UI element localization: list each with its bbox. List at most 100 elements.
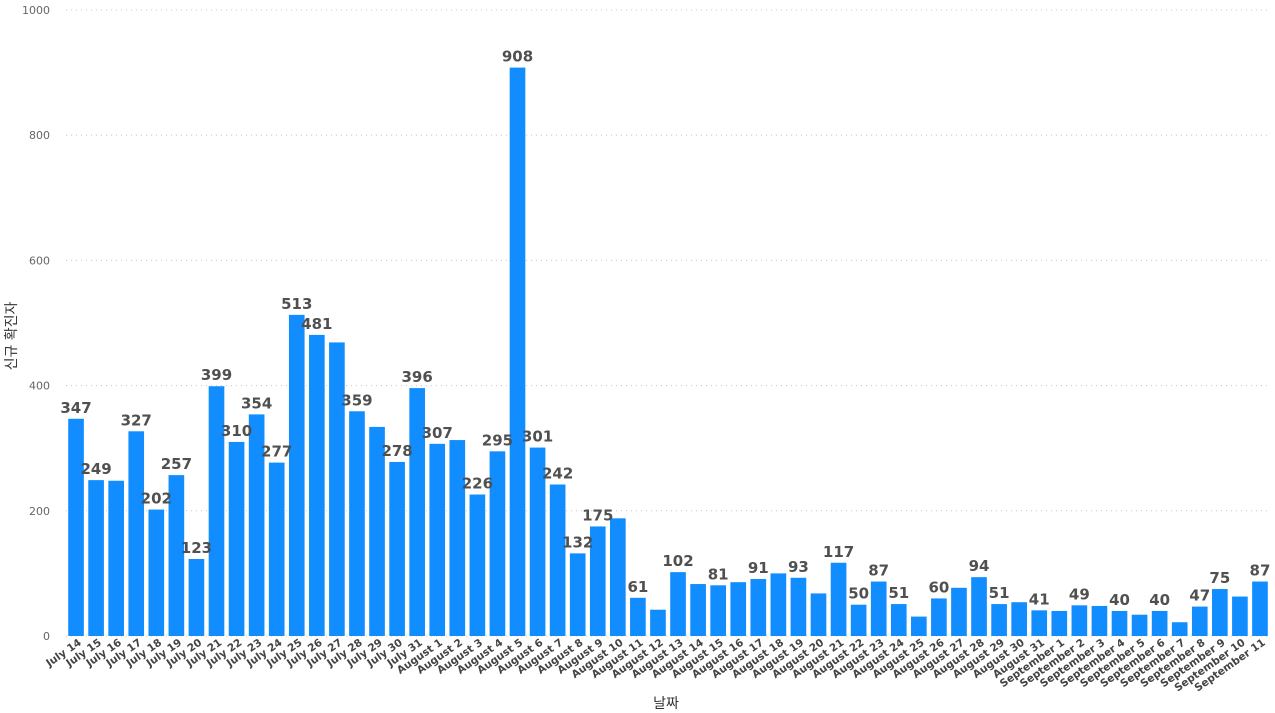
bar[interactable] (449, 440, 466, 636)
bar[interactable] (890, 604, 907, 636)
bar[interactable] (309, 334, 325, 636)
bar[interactable] (529, 447, 546, 636)
bar[interactable] (108, 480, 124, 636)
data-label: 277 (261, 443, 292, 461)
data-label: 347 (60, 399, 91, 417)
data-label: 310 (221, 422, 252, 440)
bar[interactable] (268, 462, 285, 636)
data-label: 327 (121, 411, 152, 429)
data-label: 40 (1149, 591, 1170, 609)
bar[interactable] (1011, 602, 1027, 636)
x-axis-title: 날짜 (653, 696, 679, 712)
bar[interactable] (991, 604, 1007, 636)
bar[interactable] (730, 582, 747, 636)
bar[interactable] (790, 577, 807, 636)
bar[interactable] (1191, 606, 1208, 636)
bar[interactable] (168, 475, 185, 636)
bar[interactable] (409, 388, 425, 636)
bar[interactable] (1171, 622, 1188, 636)
bar[interactable] (971, 577, 987, 636)
bar[interactable] (148, 509, 165, 636)
bar[interactable] (248, 414, 265, 636)
bar[interactable] (429, 443, 446, 636)
bar[interactable] (288, 314, 305, 636)
bar[interactable] (850, 604, 867, 636)
bar[interactable] (710, 585, 726, 636)
bar[interactable] (188, 559, 205, 636)
bar[interactable] (1252, 581, 1268, 636)
bar[interactable] (589, 526, 606, 636)
data-label: 175 (582, 506, 613, 524)
data-label: 257 (161, 455, 192, 473)
bar[interactable] (128, 431, 145, 636)
data-label: 123 (181, 539, 212, 557)
bar[interactable] (670, 572, 686, 636)
data-label: 51 (989, 584, 1010, 602)
data-label: 102 (662, 552, 693, 570)
data-label: 307 (422, 424, 453, 442)
data-label: 40 (1109, 591, 1130, 609)
data-label: 242 (542, 465, 573, 483)
bar[interactable] (1031, 610, 1048, 636)
bar[interactable] (1091, 605, 1108, 636)
bar[interactable] (369, 426, 385, 636)
bar[interactable] (329, 342, 345, 636)
data-label: 513 (281, 295, 312, 313)
bar[interactable] (88, 480, 104, 636)
y-axis-ticks: 0 200 400 600 800 1000 (22, 4, 50, 643)
bar[interactable] (951, 587, 967, 636)
data-label: 81 (708, 565, 729, 583)
data-label: 249 (80, 460, 111, 478)
bar[interactable] (389, 461, 405, 636)
bar[interactable] (349, 411, 365, 636)
gridlines (66, 9, 1270, 637)
bar[interactable] (830, 562, 847, 636)
data-label: 61 (627, 578, 648, 596)
data-label: 51 (888, 584, 909, 602)
data-label: 87 (868, 562, 889, 580)
bar[interactable] (569, 553, 586, 636)
data-label: 354 (241, 394, 272, 412)
bar[interactable] (750, 579, 767, 636)
data-label: 226 (462, 475, 493, 493)
bar[interactable] (469, 494, 486, 636)
bar[interactable] (770, 573, 787, 636)
bar[interactable] (630, 597, 646, 636)
bar[interactable] (1151, 610, 1168, 636)
y-tick-label: 400 (29, 380, 50, 393)
bar[interactable] (911, 616, 927, 636)
bar[interactable] (1212, 589, 1228, 636)
data-label: 87 (1250, 562, 1271, 580)
bar[interactable] (228, 441, 245, 636)
y-tick-label: 800 (29, 129, 50, 142)
data-label: 399 (201, 366, 232, 384)
bar[interactable] (690, 584, 706, 636)
data-label: 60 (928, 578, 949, 596)
data-label: 295 (482, 431, 513, 449)
bar[interactable] (931, 598, 947, 636)
bar[interactable] (549, 484, 566, 636)
bar[interactable] (489, 451, 506, 636)
y-axis-title: 신규 확진자 (4, 301, 20, 370)
data-label: 50 (848, 585, 869, 603)
bar[interactable] (870, 581, 887, 636)
bar[interactable] (68, 418, 84, 636)
y-tick-label: 200 (29, 505, 50, 518)
bar[interactable] (650, 609, 666, 636)
bar[interactable] (810, 593, 827, 636)
bar[interactable] (610, 518, 626, 636)
data-label: 481 (301, 315, 332, 333)
bar[interactable] (1111, 610, 1128, 636)
bar[interactable] (208, 386, 225, 636)
data-label: 301 (522, 428, 553, 446)
bar[interactable] (1232, 596, 1248, 636)
bar[interactable] (1071, 605, 1088, 636)
bar[interactable] (509, 67, 526, 637)
bar[interactable] (1131, 614, 1148, 636)
bar[interactable] (1051, 610, 1068, 636)
data-label: 49 (1069, 585, 1090, 603)
y-tick-label: 1000 (22, 4, 50, 17)
data-label: 47 (1189, 587, 1210, 605)
